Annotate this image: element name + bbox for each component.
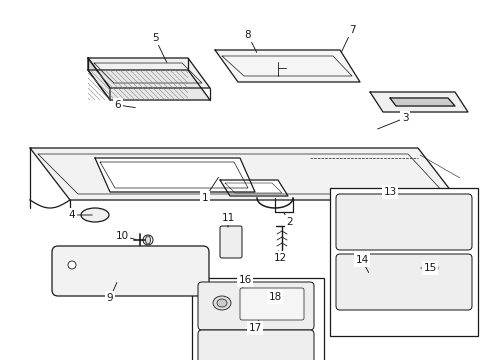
Polygon shape <box>215 50 360 82</box>
Text: 5: 5 <box>152 33 158 43</box>
Polygon shape <box>370 92 468 112</box>
Text: 9: 9 <box>107 293 113 303</box>
Text: 13: 13 <box>383 187 396 197</box>
Text: 14: 14 <box>355 255 368 265</box>
Text: 8: 8 <box>245 30 251 40</box>
Text: 1: 1 <box>202 193 208 203</box>
Ellipse shape <box>213 296 231 310</box>
Ellipse shape <box>146 236 150 244</box>
Bar <box>330 188 478 336</box>
Text: 2: 2 <box>287 217 294 227</box>
Text: 4: 4 <box>69 210 75 220</box>
Text: 15: 15 <box>423 263 437 273</box>
Ellipse shape <box>81 208 109 222</box>
Text: 3: 3 <box>402 113 408 123</box>
Ellipse shape <box>68 261 76 269</box>
Text: 7: 7 <box>349 25 355 35</box>
FancyBboxPatch shape <box>336 254 472 310</box>
Polygon shape <box>88 58 210 88</box>
FancyBboxPatch shape <box>52 246 209 296</box>
Polygon shape <box>30 148 458 200</box>
Text: 10: 10 <box>116 231 128 241</box>
Polygon shape <box>390 98 455 106</box>
Polygon shape <box>220 180 288 196</box>
Text: 18: 18 <box>269 292 282 302</box>
FancyBboxPatch shape <box>336 194 472 250</box>
FancyBboxPatch shape <box>240 288 304 320</box>
FancyBboxPatch shape <box>198 282 314 330</box>
Polygon shape <box>88 70 210 100</box>
Text: 12: 12 <box>273 253 287 263</box>
Polygon shape <box>95 158 255 192</box>
FancyBboxPatch shape <box>220 226 242 258</box>
Ellipse shape <box>217 299 227 307</box>
Text: 6: 6 <box>115 100 122 110</box>
Text: 11: 11 <box>221 213 235 223</box>
Text: 17: 17 <box>248 323 262 333</box>
Polygon shape <box>88 58 110 100</box>
Text: 16: 16 <box>238 275 252 285</box>
FancyBboxPatch shape <box>198 330 314 360</box>
Bar <box>192 278 324 360</box>
